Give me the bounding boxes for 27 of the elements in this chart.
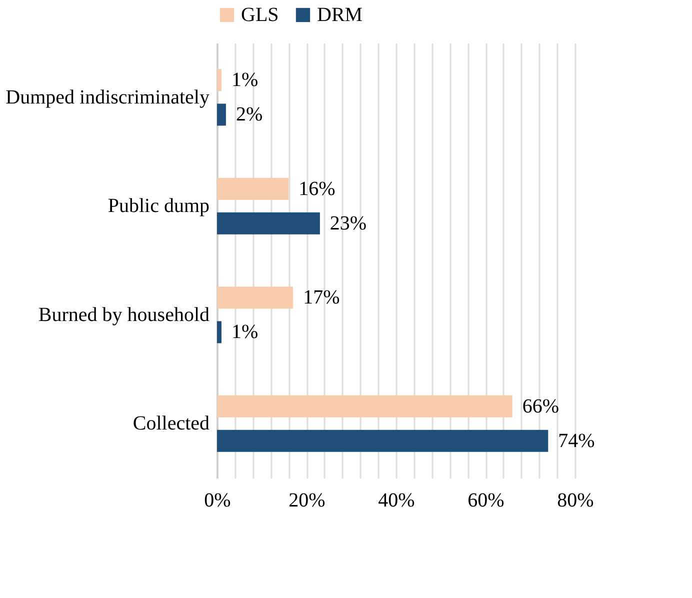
y-tick-label: Public dump	[108, 195, 210, 218]
x-tick-label: 20%	[288, 490, 326, 512]
legend-label: GLS	[241, 4, 279, 26]
y-tick-label: Burned by household	[38, 304, 210, 326]
y-tick-label: Dumped indiscriminately	[6, 86, 210, 108]
data-label: 1%	[231, 69, 258, 92]
bar	[217, 69, 222, 92]
x-tick-label: 40%	[378, 490, 415, 512]
data-label: 74%	[558, 430, 595, 452]
data-label: 23%	[330, 212, 367, 234]
legend-label: DRM	[317, 4, 363, 26]
y-tick-label: Collected	[132, 412, 210, 435]
data-label: 1%	[231, 321, 258, 344]
bar	[217, 178, 289, 200]
bar	[217, 430, 548, 452]
bar	[217, 395, 512, 418]
bar	[217, 104, 226, 126]
data-label: 66%	[522, 395, 560, 418]
x-tick-label: 80%	[557, 490, 594, 512]
x-tick-label: 0%	[204, 490, 231, 512]
x-tick-label: 60%	[468, 490, 504, 512]
bar	[217, 321, 222, 344]
data-label: 16%	[298, 178, 336, 200]
data-label: 2%	[236, 104, 263, 126]
bar	[217, 212, 320, 234]
bar	[217, 286, 294, 309]
data-label: 17%	[303, 286, 340, 309]
